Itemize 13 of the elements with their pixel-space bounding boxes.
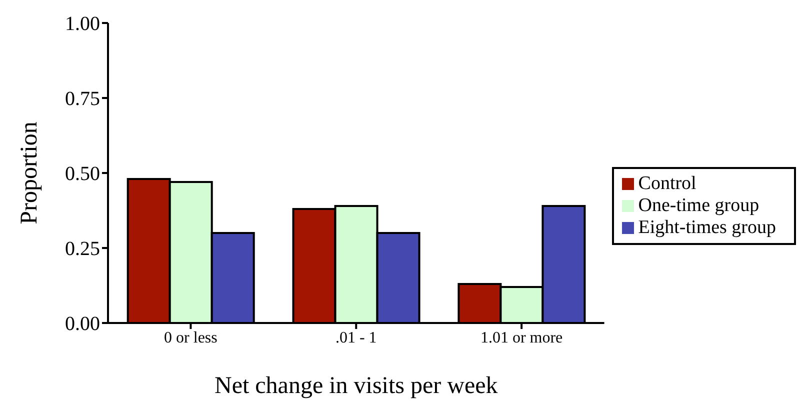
x-axis-title: Net change in visits per week xyxy=(214,373,498,399)
y-tick-label: 0.25 xyxy=(65,238,100,260)
legend-label: One-time group xyxy=(638,194,760,216)
y-tick-label: 0.00 xyxy=(65,313,100,336)
legend-label: Control xyxy=(638,172,696,194)
x-tick-label: .01 - 1 xyxy=(335,329,377,346)
y-tick-label: 0.50 xyxy=(65,163,100,186)
y-tick-label: 0.75 xyxy=(65,88,100,110)
y-tick-label: 1.00 xyxy=(65,13,100,36)
x-tick-label: 0 or less xyxy=(164,329,218,346)
legend-label: Eight-times group xyxy=(638,216,776,238)
y-axis-title: Proportion xyxy=(16,122,43,224)
x-tick-label: 1.01 or more xyxy=(480,329,563,346)
